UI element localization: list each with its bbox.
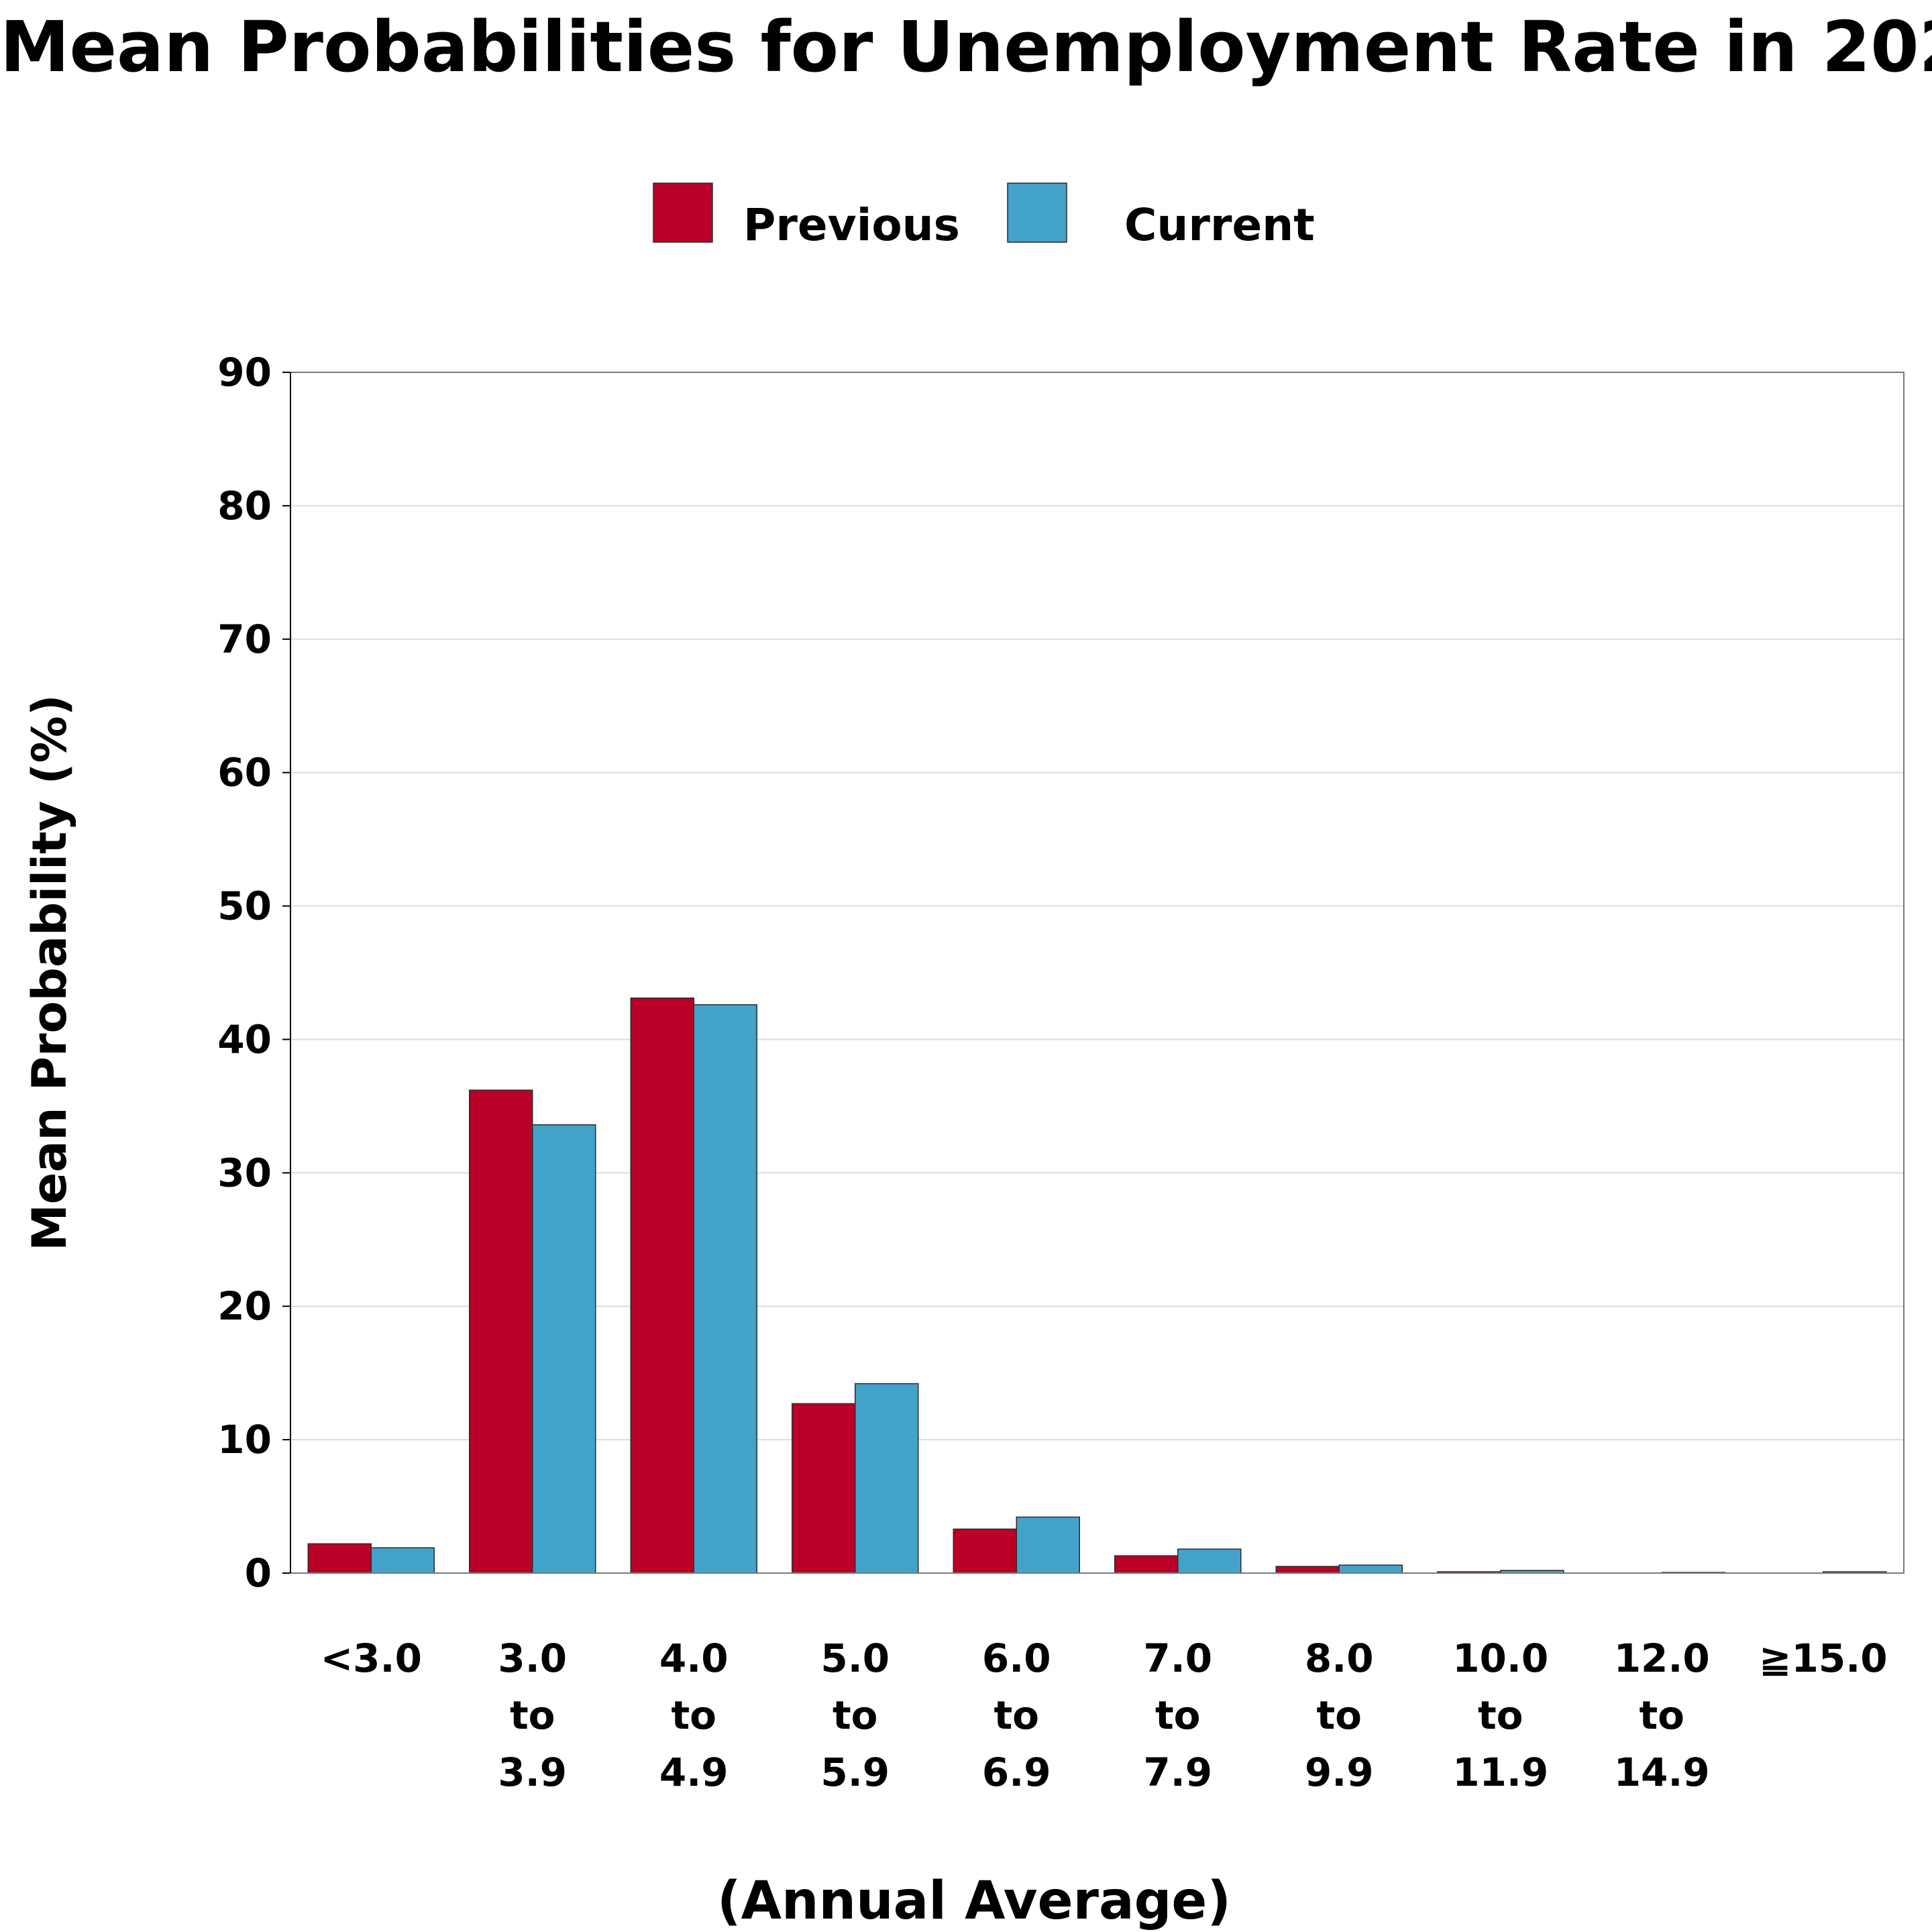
legend-swatch-current [1007, 182, 1067, 243]
x-tick-label: to [671, 1693, 716, 1738]
bar-current-6 [1338, 1564, 1403, 1574]
y-tick-label: 70 [217, 616, 272, 662]
x-tick-label: <3.0 [321, 1635, 422, 1681]
y-tick-label: 20 [217, 1283, 272, 1329]
x-tick-label: 10.0 [1452, 1635, 1548, 1681]
bar-previous-1 [469, 1089, 533, 1574]
legend: Previous Current [653, 182, 1315, 251]
x-tick-label: 12.0 [1614, 1635, 1710, 1681]
legend-label-previous: Previous [743, 199, 960, 251]
x-tick-label: 8.0 [1305, 1635, 1374, 1681]
bar-current-4 [1016, 1516, 1080, 1574]
x-tick-label: 7.9 [1143, 1750, 1212, 1795]
bar-previous-5 [1114, 1555, 1179, 1574]
x-tick-label: 3.9 [498, 1750, 567, 1795]
y-tick-label: 0 [245, 1550, 272, 1596]
bar-current-2 [693, 1004, 757, 1574]
x-axis-label: (Annual Average) [717, 1871, 1231, 1931]
y-axis-label: Mean Probability (%) [22, 694, 77, 1251]
x-tick-label: 5.9 [820, 1750, 890, 1795]
y-tick-label: 30 [217, 1150, 272, 1195]
x-tick-label: 6.0 [982, 1635, 1051, 1681]
x-tick-label: 11.9 [1452, 1750, 1548, 1795]
x-tick-label: 14.9 [1614, 1750, 1710, 1795]
x-tick-label: 4.0 [659, 1635, 729, 1681]
x-tick-label: to [1639, 1693, 1684, 1738]
bar-previous-2 [630, 998, 694, 1574]
x-tick-label: ≧15.0 [1759, 1635, 1888, 1681]
x-tick-label: to [1155, 1693, 1201, 1738]
bar-previous-0 [307, 1543, 372, 1574]
bar-previous-3 [792, 1403, 856, 1574]
x-tick-label: 4.9 [659, 1750, 729, 1795]
x-tick-labels: <3.0 3.0 to 3.9 4.0 to 4.9 5.0 to 5.9 6.0 to 6.9 7.0 t… [321, 1635, 1888, 1795]
x-tick-label: 5.0 [820, 1635, 890, 1681]
legend-swatch-previous [653, 182, 713, 243]
x-tick-label: to [1478, 1693, 1523, 1738]
bar-previous-4 [953, 1528, 1017, 1574]
x-tick-label: to [833, 1693, 878, 1738]
x-tick-label: to [994, 1693, 1039, 1738]
y-tick-label: 10 [217, 1417, 272, 1462]
legend-label-current: Current [1124, 199, 1315, 251]
y-tick-label: 60 [217, 750, 272, 796]
bar-previous-6 [1275, 1566, 1340, 1574]
bar-current-0 [370, 1547, 435, 1574]
bar-current-1 [532, 1124, 596, 1574]
bars [307, 998, 1887, 1574]
y-tick-label: 50 [217, 883, 272, 929]
bar-current-3 [855, 1383, 919, 1574]
axes [282, 372, 1904, 1574]
x-tick-label: to [1316, 1693, 1362, 1738]
y-tick-label: 80 [217, 483, 272, 529]
y-tick-label: 40 [217, 1016, 272, 1062]
x-tick-label: 3.0 [498, 1635, 567, 1681]
chart-title: Mean Probabilities for Unemployment Rate… [0, 6, 1932, 88]
x-tick-label: 9.9 [1305, 1750, 1374, 1795]
x-tick-label: 7.0 [1143, 1635, 1212, 1681]
x-tick-label: to [510, 1693, 555, 1738]
x-tick-label: 6.9 [982, 1750, 1051, 1795]
y-tick-label: 90 [217, 350, 272, 395]
y-tick-labels: 0 10 20 30 40 50 60 70 80 90 [217, 350, 272, 1596]
bar-current-5 [1177, 1548, 1242, 1574]
